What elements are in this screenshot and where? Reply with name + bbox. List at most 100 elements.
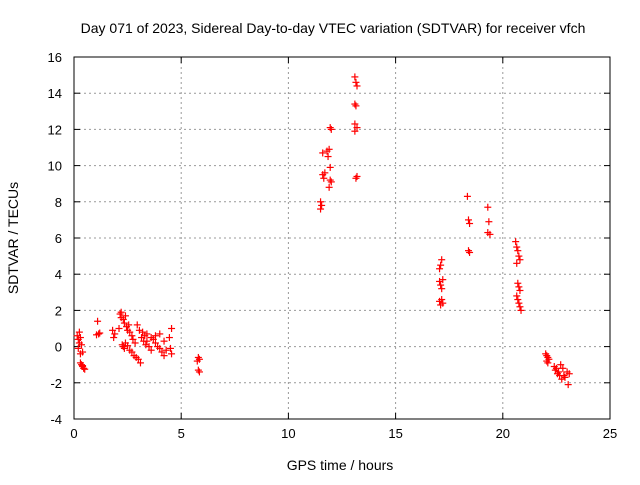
y-tick-label: 6 — [55, 231, 62, 246]
data-point — [160, 352, 168, 360]
data-point — [564, 381, 572, 389]
data-point — [78, 341, 86, 349]
data-point — [515, 252, 523, 260]
data-point — [552, 364, 560, 372]
data-point — [352, 102, 360, 110]
data-point — [110, 334, 118, 342]
data-point — [565, 370, 573, 378]
data-point — [139, 328, 147, 336]
data-point — [162, 346, 170, 354]
axes — [73, 56, 611, 420]
data-point — [166, 344, 174, 352]
data-point — [515, 283, 523, 291]
data-point — [327, 125, 335, 133]
y-tick-label: 0 — [55, 340, 62, 355]
x-tick-label: 0 — [70, 426, 77, 441]
data-point — [128, 332, 136, 340]
y-tick-label: 4 — [55, 267, 62, 282]
plot-border — [73, 56, 611, 420]
x-axis-title: GPS time / hours — [287, 457, 394, 473]
data-point — [158, 348, 166, 356]
data-point — [439, 276, 447, 284]
data-point — [131, 339, 139, 347]
data-point — [128, 348, 136, 356]
data-point — [514, 247, 522, 255]
data-point — [438, 285, 446, 293]
data-point — [352, 78, 360, 86]
data-point — [120, 319, 128, 327]
data-point — [351, 73, 359, 81]
data-point — [115, 325, 123, 332]
data-point — [317, 198, 325, 206]
chart-title: Day 071 of 2023, Sidereal Day-to-day VTE… — [81, 20, 586, 36]
data-point — [160, 337, 168, 345]
data-point — [515, 299, 523, 307]
y-tick-label: 12 — [48, 122, 62, 137]
data-point — [145, 343, 153, 351]
tick-labels: 0 5 10 15 20 25 -4 -2 0 2 4 6 8 10 12 14 16 — [48, 50, 618, 441]
data-point — [79, 362, 87, 370]
data-point — [516, 303, 524, 311]
data-point — [74, 344, 82, 352]
data-point — [325, 145, 333, 153]
data-point — [437, 281, 445, 289]
data-point — [168, 325, 176, 332]
data-point — [193, 357, 201, 365]
data-point — [463, 192, 471, 200]
data-point — [561, 373, 569, 381]
data-point — [79, 348, 87, 356]
data-point — [109, 326, 117, 334]
data-point — [75, 328, 83, 336]
data-point — [514, 279, 522, 287]
y-tick-label: 10 — [48, 159, 62, 174]
data-point — [486, 230, 494, 238]
data-point — [516, 256, 524, 264]
data-point — [134, 355, 142, 363]
data-point — [513, 259, 521, 267]
data-point — [147, 346, 155, 354]
data-point — [439, 299, 447, 307]
data-point — [513, 243, 521, 251]
x-tick-label: 15 — [388, 426, 402, 441]
data-point — [438, 256, 446, 264]
y-tick-label: 16 — [48, 50, 62, 65]
data-point — [513, 292, 521, 300]
y-axis-title: SDTVAR / TECUs — [5, 182, 21, 294]
data-point — [484, 203, 492, 211]
data-point — [353, 172, 361, 180]
data-point — [125, 321, 133, 329]
data-point — [321, 169, 329, 177]
y-tick-label: 8 — [55, 195, 62, 210]
data-point — [168, 350, 176, 358]
data-point — [111, 330, 119, 338]
data-point — [544, 359, 552, 367]
data-point — [351, 127, 359, 135]
data-point — [156, 330, 164, 338]
data-point — [147, 334, 155, 342]
data-point — [121, 312, 129, 320]
y-tick-label: 14 — [48, 86, 62, 101]
data-point — [485, 218, 493, 226]
data-point — [136, 359, 144, 367]
data-point — [437, 261, 445, 269]
data-points — [73, 73, 573, 389]
data-point — [143, 337, 151, 345]
data-point — [143, 330, 151, 338]
data-point — [195, 368, 203, 376]
data-point — [165, 334, 173, 342]
data-point — [320, 174, 328, 182]
x-tick-label: 25 — [603, 426, 617, 441]
data-point — [559, 364, 567, 372]
data-point — [151, 332, 159, 340]
data-point — [512, 238, 520, 246]
data-point — [325, 183, 333, 191]
y-tick-label: -4 — [50, 412, 62, 427]
data-point — [133, 321, 141, 329]
y-tick-label: -2 — [50, 376, 62, 391]
data-point — [94, 317, 102, 325]
data-point — [464, 216, 472, 224]
data-point — [119, 315, 127, 323]
x-tick-label: 20 — [496, 426, 510, 441]
